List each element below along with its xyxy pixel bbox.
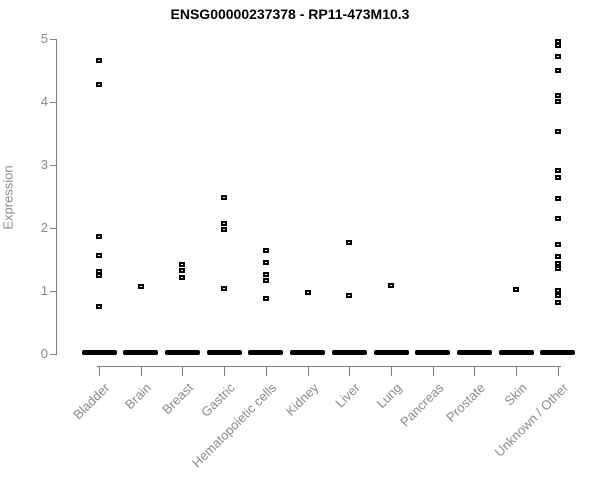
chart-title: ENSG00000237378 - RP11-473M10.3 — [170, 6, 410, 22]
data-point — [554, 299, 561, 305]
data-point — [262, 278, 269, 284]
data-point — [221, 227, 228, 233]
x-tick-label-breast: Breast — [158, 380, 197, 418]
data-point — [554, 287, 561, 293]
zero-expression-cluster — [456, 350, 492, 355]
data-point — [221, 220, 228, 226]
y-axis-tick — [50, 291, 56, 292]
y-tick-label: 0 — [40, 346, 48, 361]
data-point — [96, 57, 102, 63]
zero-expression-cluster — [81, 350, 117, 355]
data-point — [262, 271, 269, 277]
data-point — [554, 241, 561, 247]
x-tick-label-skin: Skin — [501, 380, 530, 409]
data-point — [221, 195, 228, 201]
x-tick-label-bladder: Bladder — [70, 380, 113, 423]
y-axis-tick — [50, 102, 56, 103]
data-point — [554, 261, 561, 267]
x-axis-tick — [182, 366, 184, 376]
data-point — [554, 98, 561, 104]
data-point — [346, 292, 353, 298]
data-point — [96, 304, 102, 310]
zero-expression-cluster — [290, 350, 326, 355]
zero-expression-cluster — [206, 350, 242, 355]
x-axis-tick — [557, 366, 559, 376]
y-tick-label: 2 — [40, 220, 48, 235]
x-tick-label-pancreas: Pancreas — [396, 380, 447, 430]
y-axis-label: Expression — [0, 165, 16, 230]
y-tick-label: 3 — [40, 157, 48, 172]
data-point — [304, 290, 311, 296]
data-point — [137, 283, 144, 289]
x-axis-tick — [265, 366, 267, 376]
data-point — [513, 287, 520, 293]
x-axis-line — [97, 366, 561, 367]
x-axis-tick — [516, 366, 518, 376]
x-tick-label-lung: Lung — [373, 380, 405, 412]
zero-expression-cluster — [498, 350, 534, 355]
data-point — [96, 273, 102, 279]
data-point — [96, 268, 102, 274]
x-axis-tick — [474, 366, 476, 376]
data-point — [554, 43, 561, 49]
y-tick-label: 1 — [40, 283, 48, 298]
data-point — [262, 295, 269, 301]
data-point — [554, 93, 561, 99]
data-point — [554, 253, 561, 259]
x-axis-tick — [391, 366, 393, 376]
data-point — [346, 239, 353, 245]
zero-expression-cluster — [248, 350, 284, 355]
data-point — [179, 261, 186, 267]
data-point — [554, 54, 561, 59]
x-tick-label-liver: Liver — [332, 380, 363, 411]
data-point — [554, 265, 561, 271]
y-axis-tick — [50, 354, 56, 355]
y-axis-tick — [50, 39, 56, 40]
data-point — [554, 215, 561, 221]
data-point — [554, 292, 561, 298]
zero-expression-cluster — [123, 350, 159, 355]
data-point — [554, 174, 561, 180]
x-axis-tick — [349, 366, 351, 376]
data-point — [179, 275, 186, 281]
x-tick-label-kidney: Kidney — [282, 380, 322, 419]
data-point — [221, 285, 228, 291]
data-point — [388, 282, 395, 288]
zero-expression-cluster — [331, 350, 367, 355]
x-axis-tick — [99, 366, 100, 376]
zero-expression-cluster — [540, 350, 576, 355]
x-tick-label-brain: Brain — [122, 380, 155, 413]
y-axis-line — [56, 39, 57, 355]
data-point — [554, 128, 561, 134]
data-point — [96, 253, 102, 259]
zero-expression-cluster — [164, 350, 200, 355]
data-point — [554, 38, 561, 44]
data-point — [262, 248, 269, 254]
y-axis-tick — [50, 165, 56, 166]
data-point — [554, 196, 561, 202]
data-point — [554, 168, 561, 174]
x-axis-tick — [307, 366, 309, 376]
zero-expression-cluster — [415, 350, 451, 355]
data-point — [554, 67, 561, 73]
data-point — [96, 234, 102, 240]
zero-expression-cluster — [373, 350, 409, 355]
data-point — [96, 81, 102, 87]
data-point — [179, 268, 186, 274]
x-tick-label-gastric: Gastric — [198, 380, 238, 420]
y-tick-label: 5 — [40, 31, 48, 46]
x-tick-label-prostate: Prostate — [443, 380, 489, 425]
x-axis-tick — [224, 366, 226, 376]
x-tick-label-unknown-other: Unknown / Other — [491, 380, 572, 460]
data-point — [262, 260, 269, 266]
y-tick-label: 4 — [40, 94, 48, 109]
x-axis-tick — [140, 366, 142, 376]
y-axis-tick — [50, 228, 56, 229]
x-axis-tick — [432, 366, 434, 376]
